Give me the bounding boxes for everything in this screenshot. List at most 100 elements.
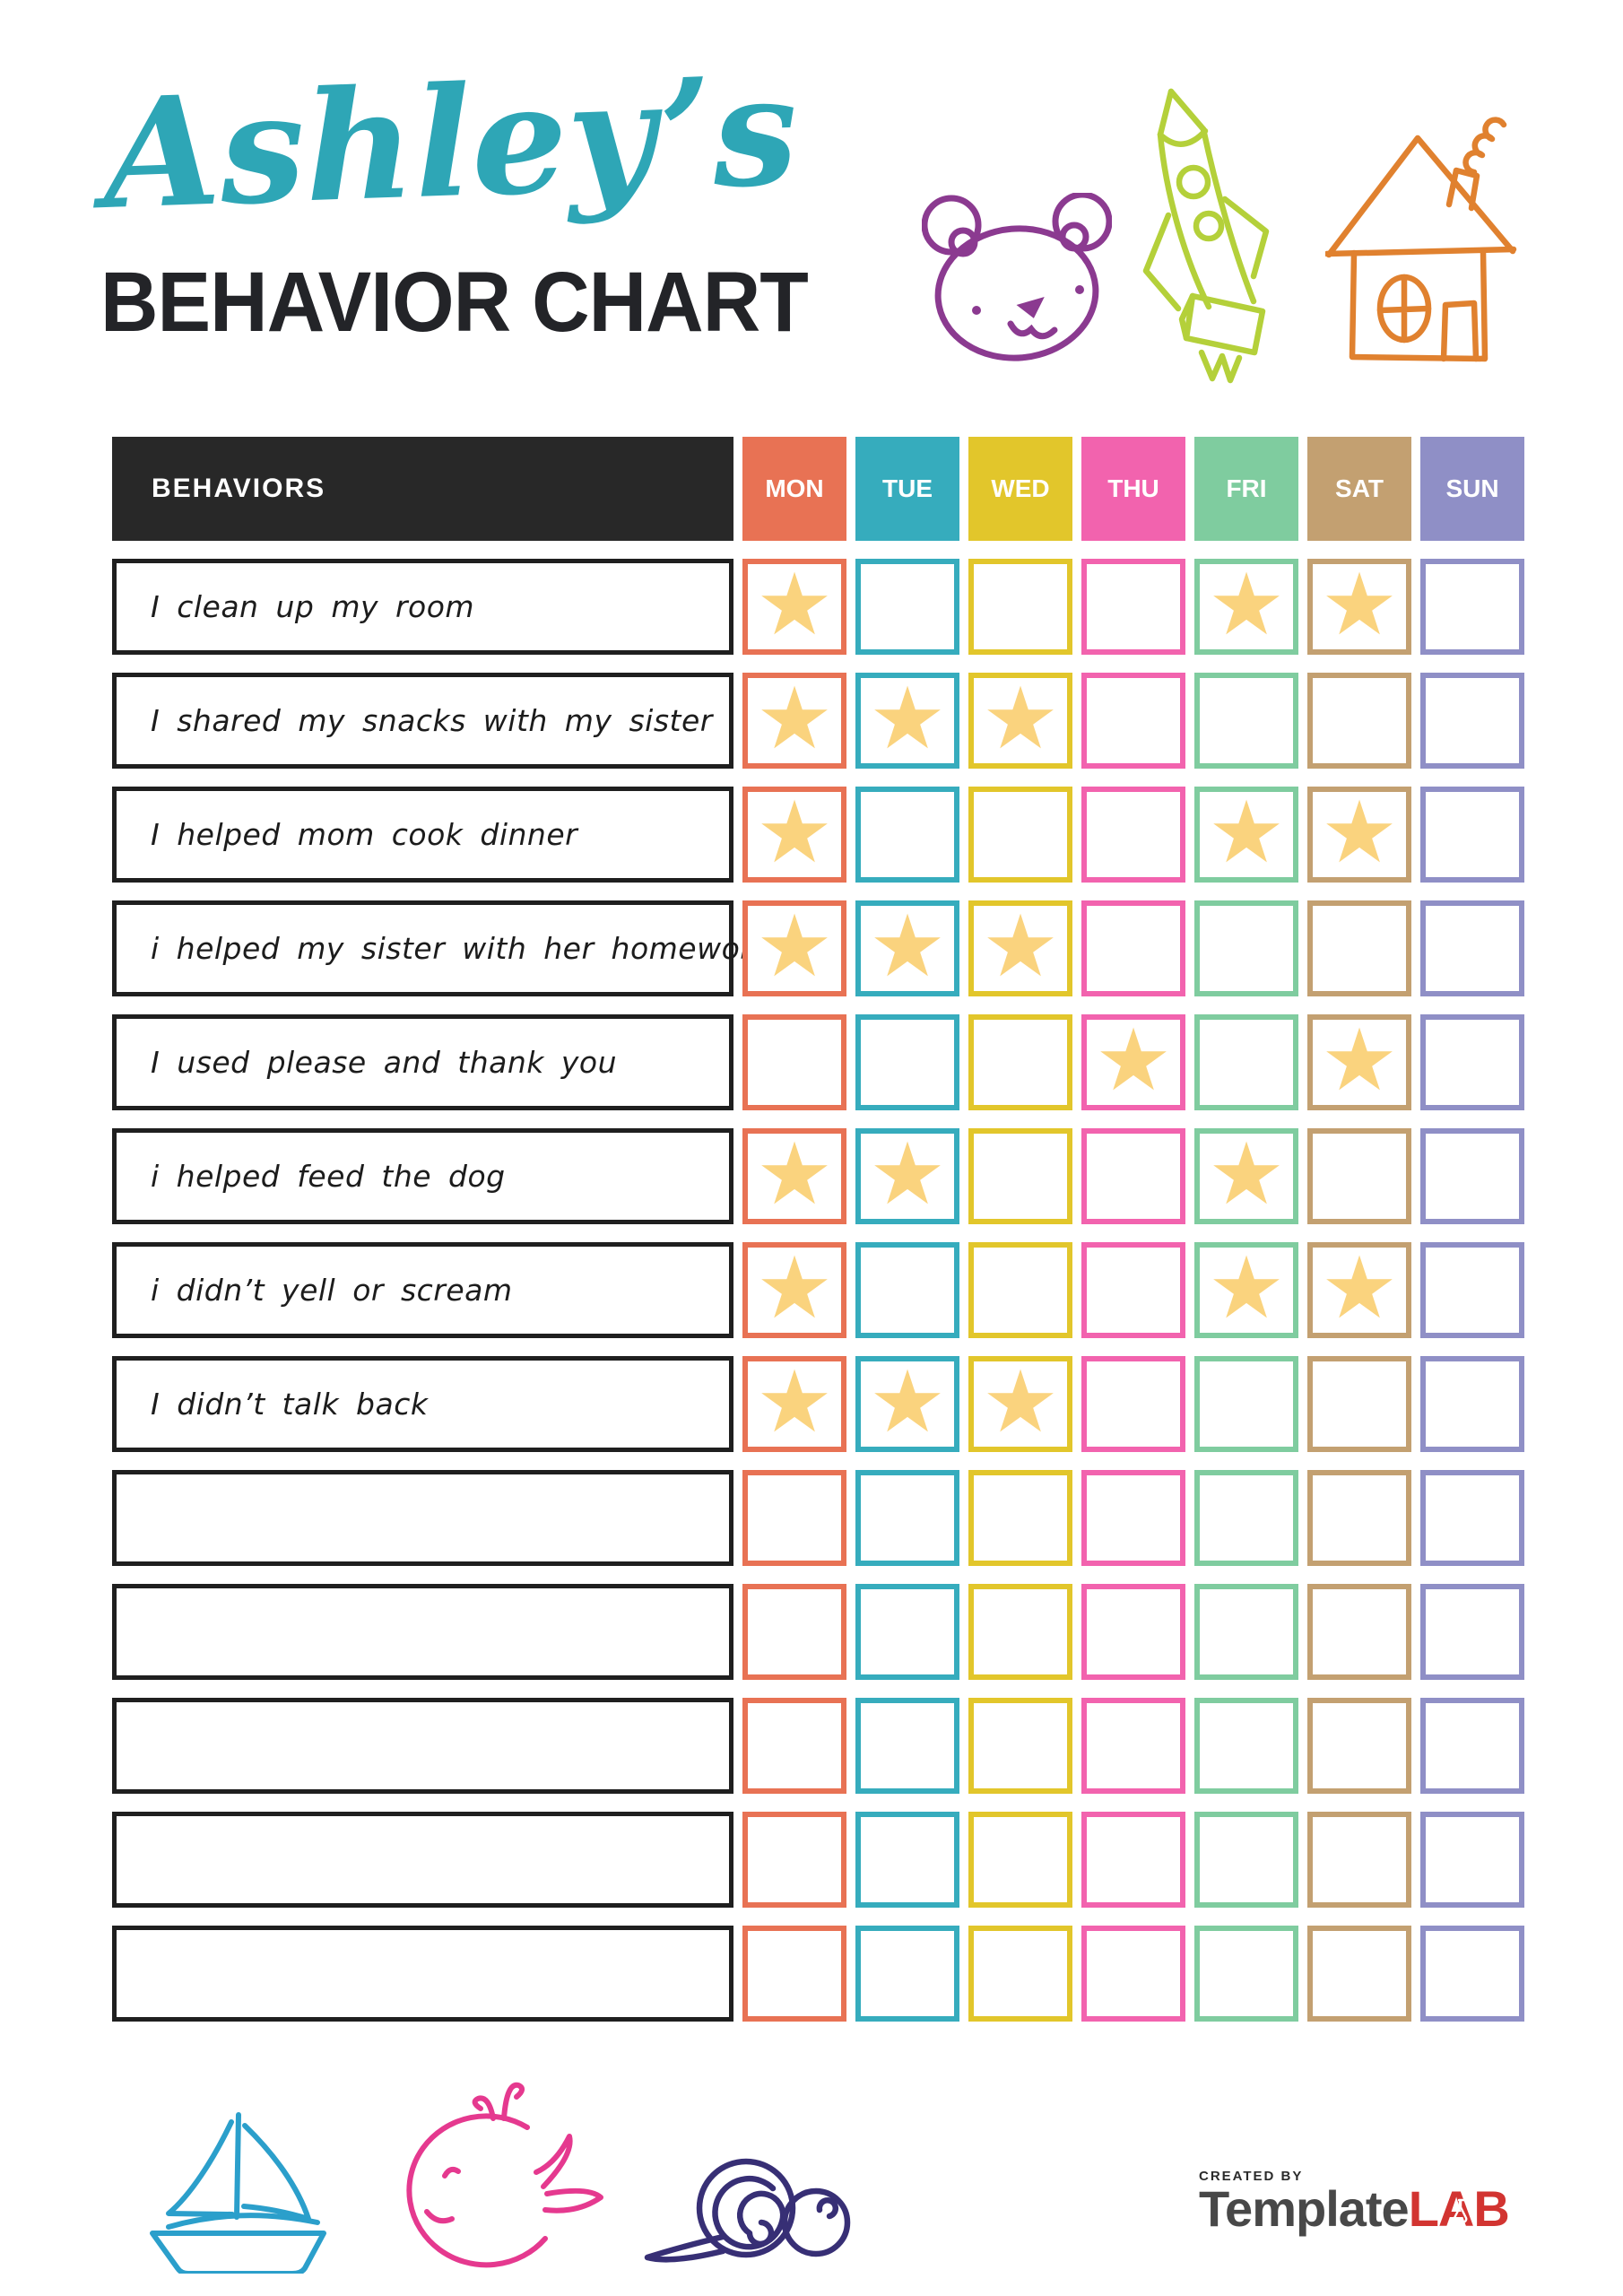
day-cell-fri-row13[interactable] [1194, 1926, 1298, 2022]
day-cell-mon-row6[interactable]: ★ [742, 1128, 846, 1224]
day-cell-mon-row8[interactable]: ★ [742, 1356, 846, 1452]
day-cell-sat-row13[interactable] [1307, 1926, 1411, 2022]
day-cell-sat-row7[interactable]: ★ [1307, 1242, 1411, 1338]
day-cell-wed-row12[interactable] [968, 1812, 1072, 1908]
day-cell-sun-row1[interactable] [1420, 559, 1524, 655]
behavior-label-13[interactable] [112, 1926, 733, 2022]
day-cell-wed-row2[interactable]: ★ [968, 673, 1072, 769]
day-cell-wed-row9[interactable] [968, 1470, 1072, 1566]
day-cell-mon-row11[interactable] [742, 1698, 846, 1794]
day-cell-mon-row10[interactable] [742, 1584, 846, 1680]
day-cell-sat-row6[interactable] [1307, 1128, 1411, 1224]
behavior-label-11[interactable] [112, 1698, 733, 1794]
day-cell-tue-row5[interactable] [855, 1014, 959, 1110]
day-cell-sat-row12[interactable] [1307, 1812, 1411, 1908]
day-cell-thu-row7[interactable] [1081, 1242, 1185, 1338]
day-cell-fri-row7[interactable]: ★ [1194, 1242, 1298, 1338]
day-cell-wed-row10[interactable] [968, 1584, 1072, 1680]
day-cell-wed-row3[interactable] [968, 787, 1072, 883]
day-cell-mon-row13[interactable] [742, 1926, 846, 2022]
day-cell-fri-row6[interactable]: ★ [1194, 1128, 1298, 1224]
day-cell-wed-row5[interactable] [968, 1014, 1072, 1110]
behavior-label-4[interactable]: i helped my sister with her homework [112, 900, 769, 996]
day-cell-thu-row5[interactable]: ★ [1081, 1014, 1185, 1110]
day-cell-sun-row12[interactable] [1420, 1812, 1524, 1908]
day-cell-mon-row1[interactable]: ★ [742, 559, 846, 655]
day-cell-mon-row7[interactable]: ★ [742, 1242, 846, 1338]
behavior-label-7[interactable]: i didn’t yell or scream [112, 1242, 733, 1338]
day-cell-sat-row5[interactable]: ★ [1307, 1014, 1411, 1110]
behavior-label-9[interactable] [112, 1470, 733, 1566]
day-cell-mon-row2[interactable]: ★ [742, 673, 846, 769]
day-cell-tue-row10[interactable] [855, 1584, 959, 1680]
behavior-label-12[interactable] [112, 1812, 733, 1908]
day-cell-sun-row2[interactable] [1420, 673, 1524, 769]
day-cell-tue-row3[interactable] [855, 787, 959, 883]
day-cell-wed-row7[interactable] [968, 1242, 1072, 1338]
day-cell-tue-row1[interactable] [855, 559, 959, 655]
day-cell-wed-row4[interactable]: ★ [968, 900, 1072, 996]
day-cell-sun-row4[interactable] [1420, 900, 1524, 996]
day-cell-wed-row1[interactable] [968, 559, 1072, 655]
day-cell-tue-row2[interactable]: ★ [855, 673, 959, 769]
day-cell-thu-row6[interactable] [1081, 1128, 1185, 1224]
day-cell-mon-row12[interactable] [742, 1812, 846, 1908]
day-cell-thu-row11[interactable] [1081, 1698, 1185, 1794]
day-cell-sat-row11[interactable] [1307, 1698, 1411, 1794]
behavior-label-5[interactable]: I used please and thank you [112, 1014, 733, 1110]
day-cell-sun-row8[interactable] [1420, 1356, 1524, 1452]
day-cell-mon-row5[interactable] [742, 1014, 846, 1110]
behavior-label-1[interactable]: I clean up my room [112, 559, 733, 655]
day-cell-sun-row11[interactable] [1420, 1698, 1524, 1794]
day-cell-mon-row9[interactable] [742, 1470, 846, 1566]
day-cell-thu-row4[interactable] [1081, 900, 1185, 996]
day-cell-wed-row8[interactable]: ★ [968, 1356, 1072, 1452]
day-cell-thu-row12[interactable] [1081, 1812, 1185, 1908]
day-cell-sun-row3[interactable] [1420, 787, 1524, 883]
day-cell-sun-row6[interactable] [1420, 1128, 1524, 1224]
day-cell-thu-row9[interactable] [1081, 1470, 1185, 1566]
day-cell-sat-row3[interactable]: ★ [1307, 787, 1411, 883]
day-cell-thu-row1[interactable] [1081, 559, 1185, 655]
day-cell-thu-row13[interactable] [1081, 1926, 1185, 2022]
day-cell-tue-row12[interactable] [855, 1812, 959, 1908]
behavior-label-10[interactable] [112, 1584, 733, 1680]
day-cell-sat-row8[interactable] [1307, 1356, 1411, 1452]
day-cell-tue-row13[interactable] [855, 1926, 959, 2022]
day-cell-sat-row9[interactable] [1307, 1470, 1411, 1566]
behavior-label-2[interactable]: I shared my snacks with my sister [112, 673, 733, 769]
day-cell-sat-row1[interactable]: ★ [1307, 559, 1411, 655]
day-cell-thu-row8[interactable] [1081, 1356, 1185, 1452]
day-cell-fri-row10[interactable] [1194, 1584, 1298, 1680]
day-cell-tue-row7[interactable] [855, 1242, 959, 1338]
day-cell-sun-row13[interactable] [1420, 1926, 1524, 2022]
day-cell-sun-row7[interactable] [1420, 1242, 1524, 1338]
day-cell-tue-row6[interactable]: ★ [855, 1128, 959, 1224]
day-cell-sat-row2[interactable] [1307, 673, 1411, 769]
day-cell-wed-row6[interactable] [968, 1128, 1072, 1224]
behavior-label-6[interactable]: i helped feed the dog [112, 1128, 733, 1224]
behavior-label-3[interactable]: I helped mom cook dinner [112, 787, 733, 883]
day-cell-fri-row5[interactable] [1194, 1014, 1298, 1110]
day-cell-fri-row11[interactable] [1194, 1698, 1298, 1794]
day-cell-tue-row8[interactable]: ★ [855, 1356, 959, 1452]
day-cell-thu-row10[interactable] [1081, 1584, 1185, 1680]
day-cell-tue-row4[interactable]: ★ [855, 900, 959, 996]
day-cell-mon-row4[interactable]: ★ [742, 900, 846, 996]
day-cell-thu-row2[interactable] [1081, 673, 1185, 769]
day-cell-sun-row5[interactable] [1420, 1014, 1524, 1110]
day-cell-wed-row13[interactable] [968, 1926, 1072, 2022]
day-cell-fri-row1[interactable]: ★ [1194, 559, 1298, 655]
day-cell-mon-row3[interactable]: ★ [742, 787, 846, 883]
day-cell-sat-row4[interactable] [1307, 900, 1411, 996]
day-cell-thu-row3[interactable] [1081, 787, 1185, 883]
day-cell-fri-row9[interactable] [1194, 1470, 1298, 1566]
day-cell-fri-row8[interactable] [1194, 1356, 1298, 1452]
day-cell-sat-row10[interactable] [1307, 1584, 1411, 1680]
day-cell-tue-row9[interactable] [855, 1470, 959, 1566]
day-cell-fri-row2[interactable] [1194, 673, 1298, 769]
day-cell-wed-row11[interactable] [968, 1698, 1072, 1794]
behavior-label-8[interactable]: I didn’t talk back [112, 1356, 733, 1452]
day-cell-sun-row10[interactable] [1420, 1584, 1524, 1680]
day-cell-tue-row11[interactable] [855, 1698, 959, 1794]
